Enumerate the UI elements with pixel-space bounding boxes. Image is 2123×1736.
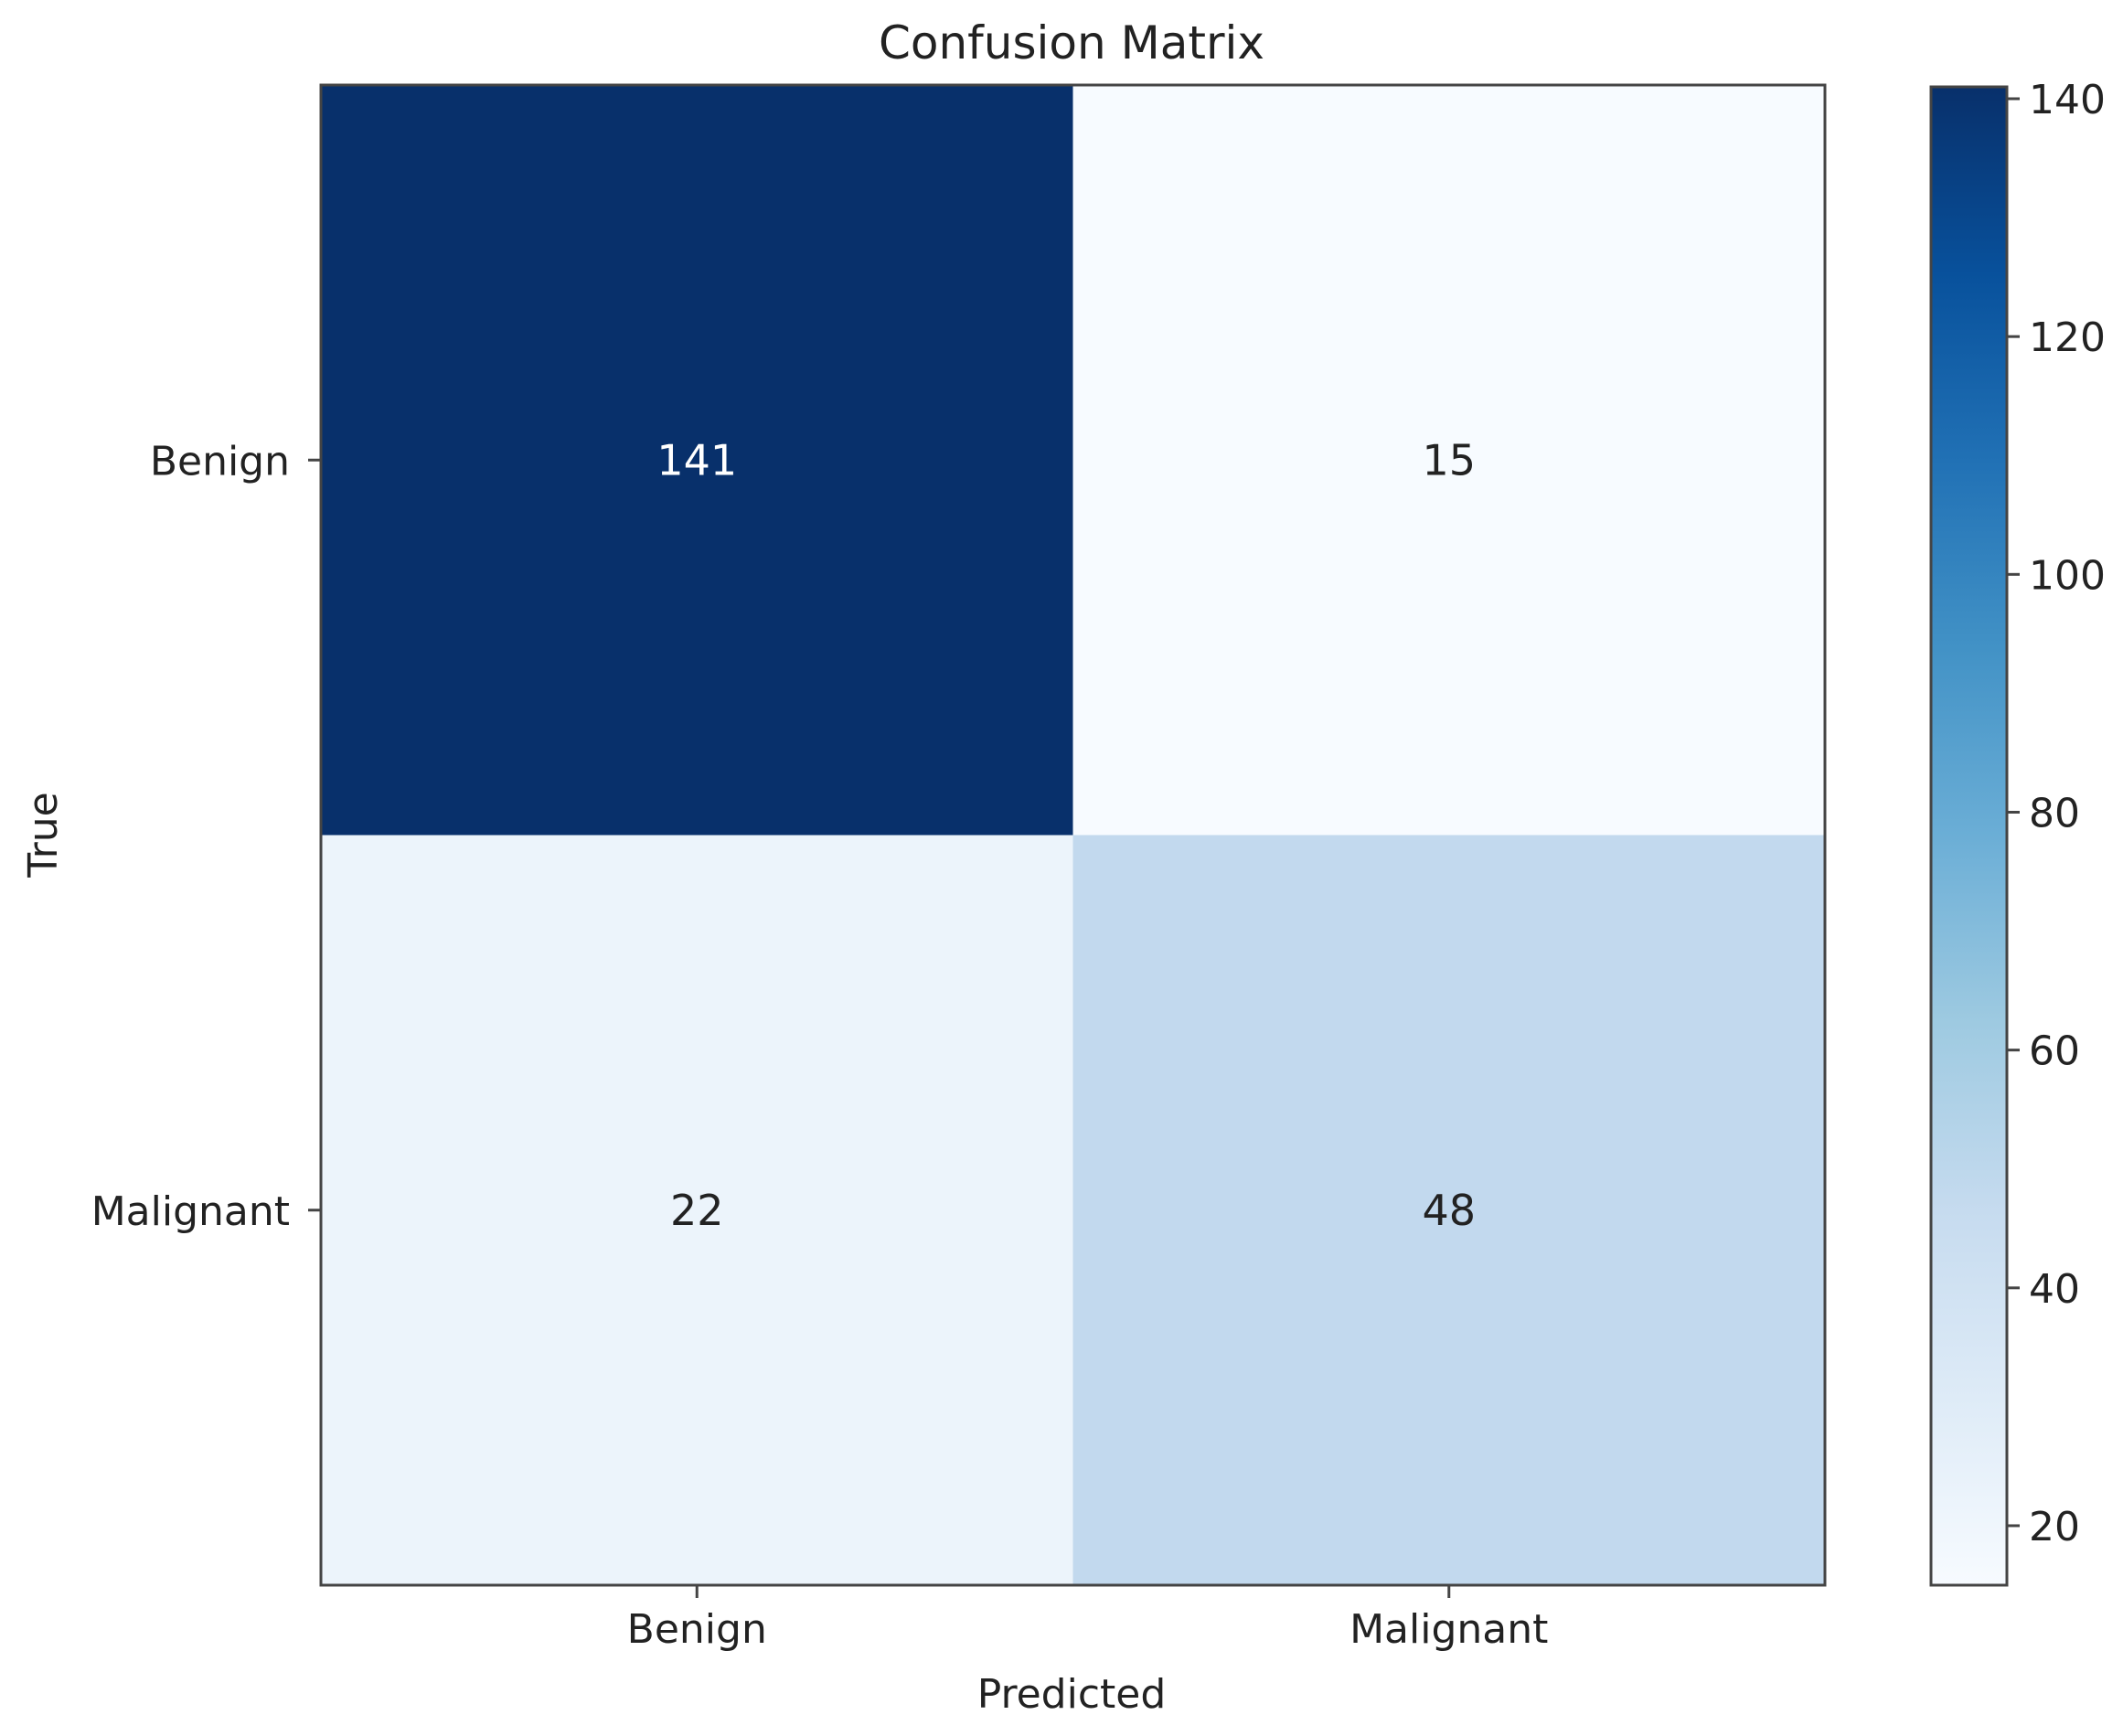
- plot-frame: [319, 83, 1827, 1587]
- heatmap-cell-labels: 141 15 22 48: [656, 435, 1476, 1235]
- y-tick-label: Malignant: [91, 1188, 290, 1235]
- colorbar-tick-label: 140: [2029, 77, 2106, 123]
- colorbar-tick-label: 80: [2029, 790, 2080, 836]
- y-tick-label: Benign: [150, 438, 290, 485]
- y-axis-ticks: Benign Malignant: [91, 438, 321, 1235]
- heatmap-cells: [321, 85, 1826, 1586]
- chart-title: Confusion Matrix: [879, 16, 1264, 69]
- colorbar-tick-label: 60: [2029, 1028, 2080, 1075]
- x-axis-ticks: Benign Malignant: [627, 1585, 1548, 1653]
- heatmap-cell: [1072, 85, 1826, 836]
- heatmap-cell: [1072, 835, 1826, 1586]
- colorbar-tick-label: 40: [2029, 1266, 2080, 1313]
- heatmap-cell: [321, 85, 1073, 836]
- y-axis-label: True: [20, 792, 67, 878]
- heatmap-cell: [321, 835, 1073, 1586]
- cell-value-label: 22: [670, 1186, 724, 1235]
- colorbar-ticks: 20 40 60 80 100 120 140: [2007, 77, 2106, 1550]
- colorbar-tick-label: 20: [2029, 1504, 2080, 1550]
- x-tick-label: Malignant: [1350, 1606, 1548, 1653]
- colorbar-tick-label: 120: [2029, 314, 2106, 361]
- colorbar: [1929, 85, 2009, 1587]
- x-axis-label: Predicted: [977, 1671, 1167, 1718]
- cell-value-label: 48: [1422, 1186, 1476, 1235]
- x-tick-label: Benign: [627, 1606, 767, 1653]
- colorbar-tick-label: 100: [2029, 552, 2106, 599]
- cell-value-label: 141: [656, 435, 737, 485]
- cell-value-label: 15: [1422, 435, 1476, 485]
